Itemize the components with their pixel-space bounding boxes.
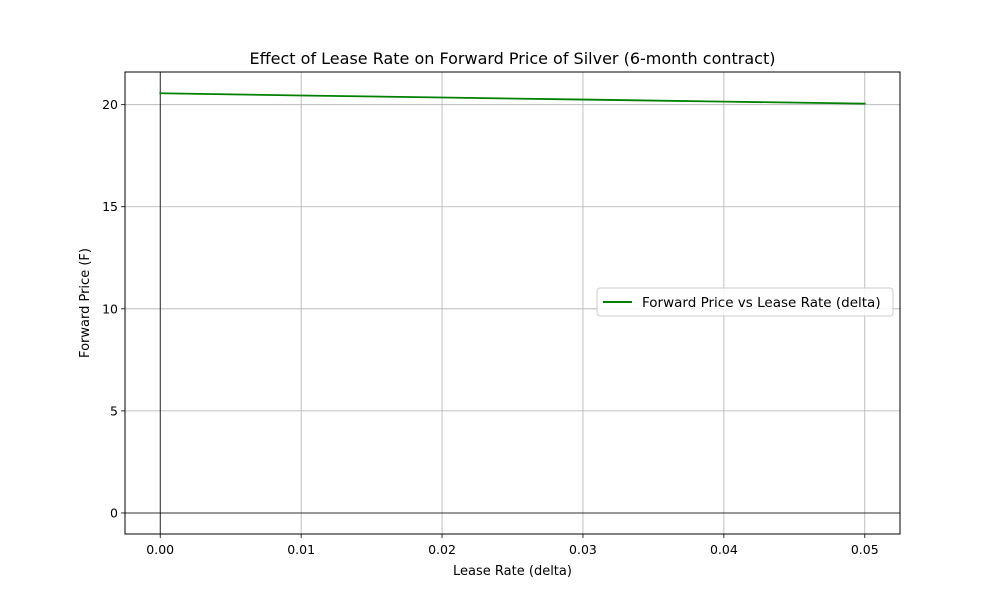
legend: Forward Price vs Lease Rate (delta) — [596, 287, 894, 317]
zero-lines — [125, 72, 900, 534]
x-tick-label: 0.02 — [428, 542, 456, 557]
x-tick-label: 0.04 — [710, 542, 738, 557]
x-axis-ticks: 0.00 0.01 0.02 0.03 0.04 0.05 — [146, 534, 879, 557]
x-tick-label: 0.05 — [851, 542, 879, 557]
y-tick-label: 10 — [102, 301, 118, 316]
x-tick-label: 0.01 — [287, 542, 315, 557]
y-tick-label: 5 — [110, 403, 118, 418]
series-layer — [159, 92, 866, 105]
legend-label: Forward Price vs Lease Rate (delta) — [642, 295, 881, 311]
x-tick-label: 0.03 — [569, 542, 597, 557]
y-axis-label: Forward Price (F) — [78, 248, 93, 358]
x-axis-label: Lease Rate (delta) — [453, 564, 572, 579]
y-tick-label: 0 — [110, 505, 118, 520]
y-tick-label: 15 — [102, 199, 118, 214]
y-tick-label: 20 — [102, 97, 118, 112]
plot-frame — [124, 71, 901, 535]
chart-title: Effect of Lease Rate on Forward Price of… — [250, 49, 776, 68]
series-line — [159, 92, 866, 105]
legend-box — [596, 287, 894, 317]
x-tick-label: 0.00 — [146, 542, 174, 557]
y-axis-ticks: 0 5 10 15 20 — [102, 97, 125, 520]
